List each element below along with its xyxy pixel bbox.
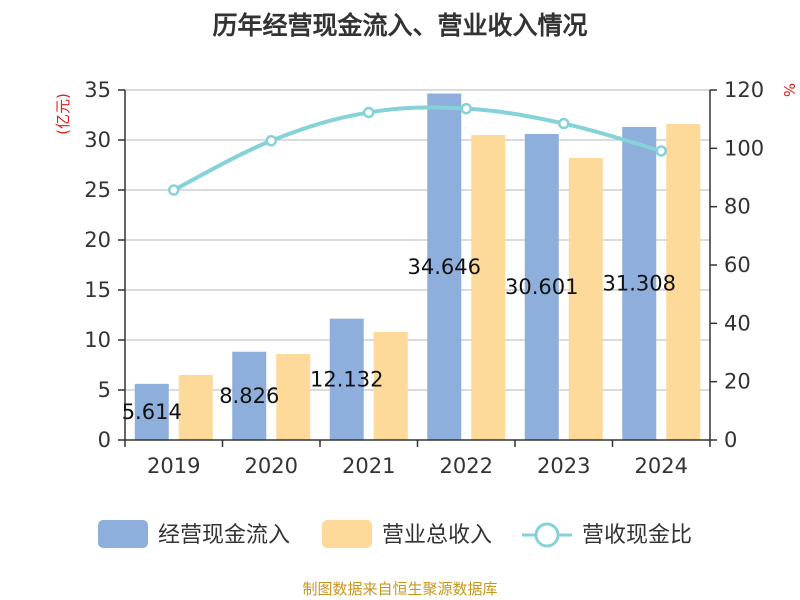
bar-cash-inflow: [329, 318, 364, 440]
bar-cash-inflow: [427, 93, 462, 440]
bar-data-label: 5.614: [122, 400, 182, 424]
bar-data-label: 34.646: [408, 255, 481, 279]
axes: [118, 89, 717, 447]
legend-label-cash-inflow: 经营现金流入: [158, 523, 290, 548]
legend-marker-ratio: [534, 522, 560, 548]
chart-title: 历年经营现金流入、营业收入情况: [212, 11, 587, 40]
legend-swatch-cash-inflow: [98, 520, 148, 548]
right-tick-label: 80: [724, 195, 751, 219]
left-axis-label: (亿元): [54, 93, 72, 135]
left-tick-label: 35: [84, 78, 111, 102]
legend: 经营现金流入 营业总收入 营收现金比: [98, 520, 692, 548]
ratio-point: [168, 184, 180, 196]
right-tick-label: 100: [724, 136, 764, 160]
left-tick-label: 10: [84, 328, 111, 352]
grid-lines: [125, 89, 710, 391]
x-tick-label: 2023: [537, 454, 590, 478]
left-tick-label: 15: [84, 278, 111, 302]
bar-revenue: [276, 354, 311, 440]
x-tick-label: 2020: [245, 454, 298, 478]
bar-revenue: [568, 158, 603, 440]
bar-data-label: 12.132: [310, 367, 383, 391]
data-source-note: 制图数据来自恒生聚源数据库: [302, 580, 497, 598]
legend-label-ratio: 营收现金比: [582, 523, 692, 548]
left-tick-label: 20: [84, 228, 111, 252]
ratio-point: [265, 135, 277, 147]
bar-cash-inflow: [622, 126, 657, 441]
data-labels: 5.614 8.826 12.132 34.646 30.601 31.308: [122, 255, 676, 424]
right-tick-label: 20: [724, 370, 751, 394]
bar-cash-inflow: [232, 351, 267, 440]
right-tick-label: 40: [724, 311, 751, 335]
ratio-point: [558, 117, 570, 130]
line-series: [168, 102, 667, 196]
right-axis-label: %: [780, 83, 798, 97]
left-tick-label: 25: [84, 178, 111, 202]
legend-label-revenue: 营业总收入: [382, 523, 492, 548]
bar-cash-inflow: [524, 133, 559, 441]
tick-labels: 0 5 10 15 20 25 30 35 0 20 40 60 80 100 120 2019 2020 202…: [84, 78, 764, 478]
bar-data-label: 31.308: [603, 271, 676, 295]
x-tick-label: 2022: [440, 454, 493, 478]
bar-cash-inflow: [134, 383, 169, 440]
right-tick-label: 0: [724, 428, 737, 452]
bar-data-label: 8.826: [219, 384, 279, 408]
x-tick-label: 2024: [635, 454, 688, 478]
ratio-line: [172, 105, 662, 192]
ratio-point: [460, 102, 472, 115]
legend-swatch-revenue: [322, 520, 372, 548]
ratio-point: [363, 106, 375, 119]
left-tick-label: 30: [84, 128, 111, 152]
right-tick-label: 120: [724, 78, 764, 102]
bar-revenue: [178, 375, 213, 440]
left-tick-label: 5: [98, 378, 111, 402]
bar-series: [134, 93, 701, 441]
bar-revenue: [471, 135, 506, 440]
x-tick-label: 2021: [342, 454, 395, 478]
ratio-point: [655, 145, 667, 157]
bar-data-label: 30.601: [505, 275, 578, 299]
right-tick-label: 60: [724, 253, 751, 277]
bar-revenue: [373, 332, 408, 440]
bar-revenue: [666, 124, 701, 440]
left-tick-label: 0: [98, 428, 111, 452]
x-tick-label: 2019: [147, 454, 200, 478]
